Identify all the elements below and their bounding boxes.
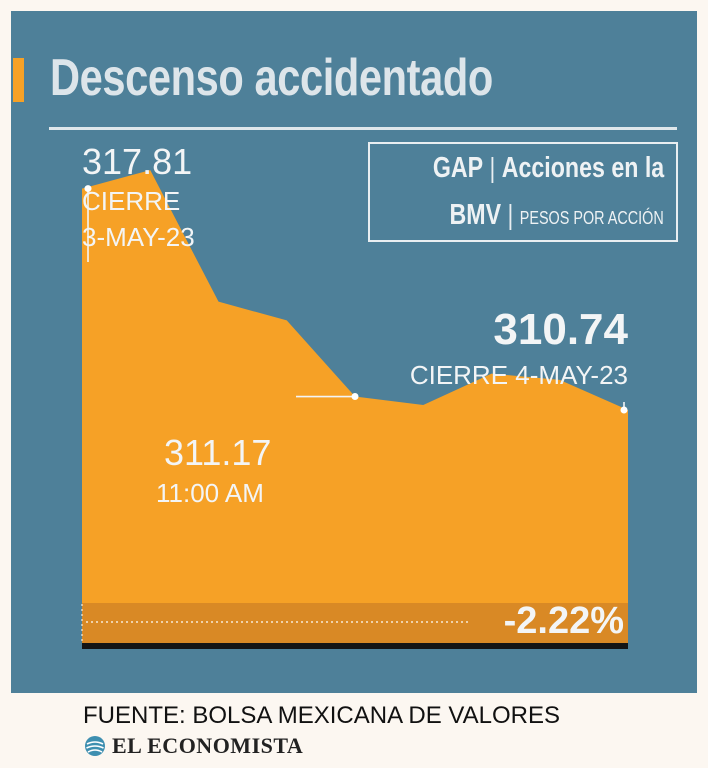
area-fill <box>82 170 628 643</box>
mid-point <box>351 393 359 401</box>
unit-label: PESOS POR ACCIÓN <box>519 208 664 228</box>
end-point <box>620 406 628 414</box>
change-band <box>82 603 628 643</box>
legend-separator: | <box>489 152 496 183</box>
brand-globe-icon <box>85 736 105 756</box>
brand-logo: EL ECONOMISTA <box>84 733 303 759</box>
legend-separator: | <box>507 199 514 230</box>
end-value-label: 310.74 <box>493 305 628 354</box>
start-close-label: CIERRE <box>82 186 181 216</box>
start-date-label: 3-MAY-23 <box>82 222 195 252</box>
start-value-label: 317.81 <box>82 141 193 182</box>
change-percent-label: -2.22% <box>503 600 624 642</box>
exchange-label: BMV <box>449 199 502 231</box>
chart-title: Descenso accidentado <box>50 49 493 107</box>
brand-name: EL ECONOMISTA <box>112 733 304 758</box>
legend-box: GAP | Acciones en la BMV | PESOS POR ACCIÓN <box>368 142 678 242</box>
start-point <box>84 185 92 193</box>
title-accent-bar <box>13 58 24 102</box>
mid-time-label: 11:00 AM <box>156 478 264 508</box>
legend-description: Acciones en la <box>501 152 664 184</box>
title-divider <box>49 127 677 130</box>
end-close-label: CIERRE 4-MAY-23 <box>409 360 628 390</box>
ticker-label: GAP <box>432 152 483 184</box>
legend-line-2: BMV | PESOS POR ACCIÓN <box>450 199 664 232</box>
legend-line-1: GAP | Acciones en la <box>433 152 664 185</box>
mid-value-label: 311.17 <box>164 432 272 473</box>
source-note: FUENTE: BOLSA MEXICANA DE VALORES <box>83 702 561 729</box>
baseline-bar <box>82 643 628 649</box>
